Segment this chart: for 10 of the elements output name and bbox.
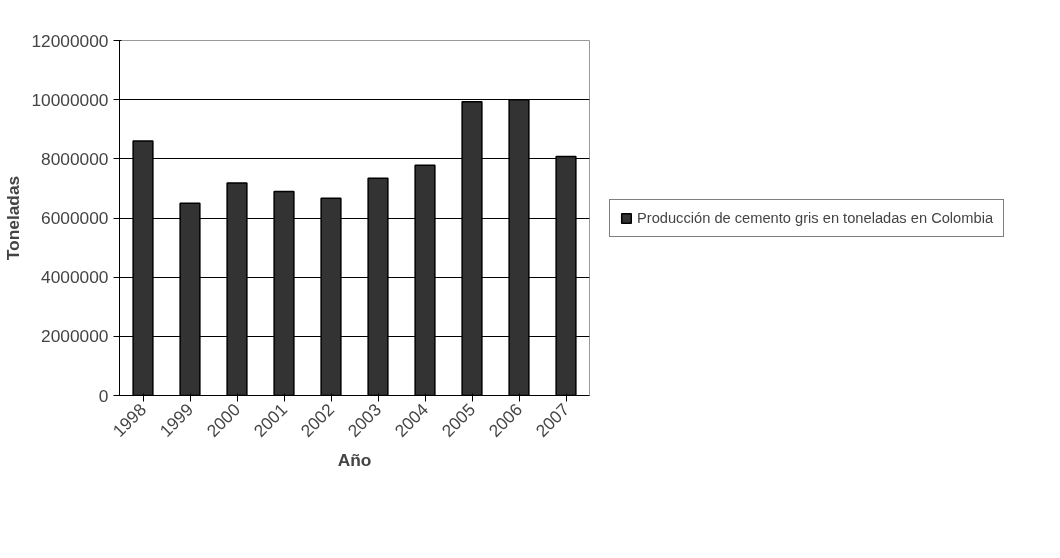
y-tick-label: 6000000 <box>41 208 109 228</box>
y-tick-label: 12000000 <box>31 30 109 51</box>
y-axis-title: Toneladas <box>3 175 24 261</box>
y-tick-label: 4000000 <box>41 267 109 288</box>
y-tick-label: 0 <box>98 385 109 406</box>
y-tick-label: 8000000 <box>41 148 109 169</box>
y-tick-label: 10000000 <box>31 89 109 110</box>
y-tick-label: 2000000 <box>41 326 109 347</box>
x-axis-title: Año <box>337 450 372 471</box>
legend-label: Producción de cemento gris en toneladas en Colombia <box>637 209 994 226</box>
